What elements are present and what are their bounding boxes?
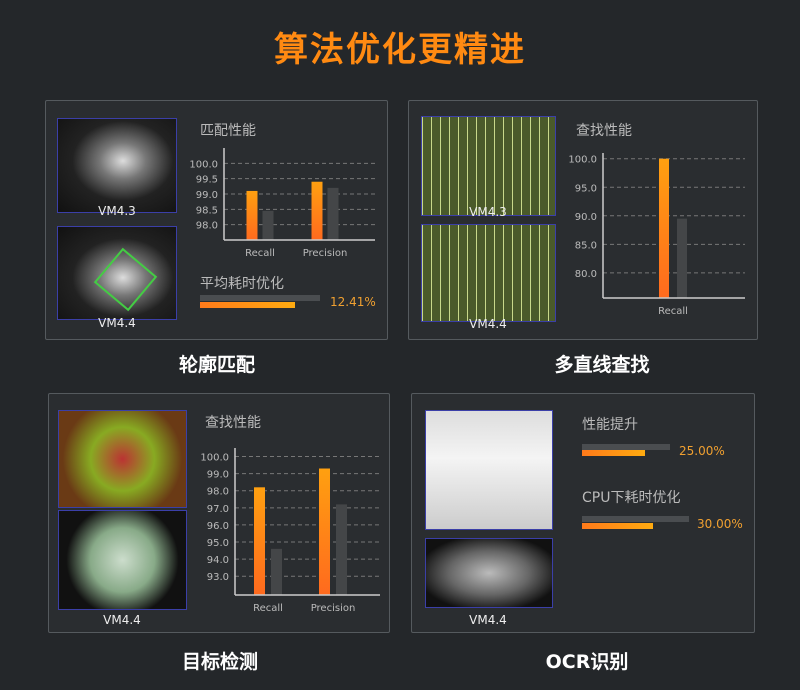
metric-label: CPU下耗时优化 bbox=[582, 490, 681, 506]
metric-fill bbox=[200, 302, 295, 308]
caption: 多直线查找 bbox=[554, 354, 650, 376]
page-title: 算法优化更精进 bbox=[274, 30, 526, 70]
detection-performance-chart: 93.0 94.0 95.0 96.0 97.0 98.0 99.0 100.0 Recall P… bbox=[195, 445, 385, 615]
old-version-bar bbox=[271, 548, 282, 595]
image-vm44-contour bbox=[57, 226, 177, 320]
metric-fill bbox=[582, 450, 646, 456]
matching-performance-chart: 98.0 98.5 99.0 99.5 100.0 Recall Precision bbox=[189, 145, 380, 265]
image-label: VM4.3 bbox=[98, 204, 136, 218]
image-pills bbox=[58, 510, 187, 610]
old-version-bar bbox=[677, 218, 687, 298]
caption: 目标检测 bbox=[181, 651, 258, 673]
y-tick-label: 100.0 bbox=[200, 453, 229, 464]
metric-track bbox=[582, 444, 670, 450]
y-tick-label: 80.0 bbox=[575, 269, 597, 280]
y-tick-label: 100.0 bbox=[190, 159, 218, 170]
y-tick-label: 100.0 bbox=[568, 155, 597, 166]
old-version-bar bbox=[336, 504, 347, 595]
y-tick-label: 98.0 bbox=[196, 221, 218, 232]
y-tick-label: 99.5 bbox=[196, 175, 218, 186]
old-version-bar bbox=[327, 187, 339, 240]
chart-title: 查找性能 bbox=[576, 123, 632, 139]
metric-value: 25.00% bbox=[679, 444, 725, 458]
x-category-label: Precision bbox=[303, 248, 348, 259]
metric-value: 30.00% bbox=[697, 517, 743, 531]
y-tick-label: 96.0 bbox=[207, 521, 229, 532]
caption: OCR识别 bbox=[545, 651, 629, 673]
new-version-bar bbox=[246, 190, 258, 240]
image-vm43-lines bbox=[421, 116, 556, 216]
y-tick-label: 94.0 bbox=[207, 555, 229, 566]
chart-svg: 98.0 98.5 99.0 99.5 100.0 Recall Precision bbox=[189, 148, 375, 259]
y-tick-label: 99.0 bbox=[207, 470, 229, 481]
y-tick-label: 93.0 bbox=[207, 572, 229, 583]
new-version-bar bbox=[659, 158, 669, 298]
caption: 轮廓匹配 bbox=[178, 354, 255, 376]
image-label: VM4.4 bbox=[103, 613, 141, 627]
image-label: VM4.3 bbox=[469, 205, 507, 219]
y-tick-label: 90.0 bbox=[575, 212, 597, 223]
y-tick-label: 99.0 bbox=[196, 190, 218, 201]
metric-fill bbox=[582, 523, 653, 529]
image-label: VM4.4 bbox=[469, 317, 507, 331]
image-vm44-lines bbox=[421, 224, 556, 322]
old-version-bar bbox=[262, 210, 274, 240]
chart-svg: 80.0 85.0 90.0 95.0 100.0 Recall bbox=[568, 153, 745, 317]
y-tick-label: 97.0 bbox=[207, 504, 229, 515]
x-category-label: Recall bbox=[658, 306, 688, 317]
image-label: VM4.4 bbox=[98, 316, 136, 330]
metric-value: 12.41% bbox=[330, 295, 376, 309]
x-category-label: Recall bbox=[253, 603, 283, 614]
x-category-label: Recall bbox=[245, 248, 275, 259]
y-tick-label: 95.0 bbox=[575, 183, 597, 194]
y-tick-label: 85.0 bbox=[575, 240, 597, 251]
metric-track bbox=[200, 295, 320, 301]
metric-track bbox=[582, 516, 689, 522]
image-ocr-part bbox=[425, 538, 553, 608]
new-version-bar bbox=[254, 487, 265, 595]
new-version-bar bbox=[319, 468, 330, 595]
chart-svg: 93.0 94.0 95.0 96.0 97.0 98.0 99.0 100.0 Recall P… bbox=[200, 448, 380, 614]
metric-label: 性能提升 bbox=[582, 417, 638, 433]
y-tick-label: 98.5 bbox=[196, 205, 218, 216]
image-vm43-contour bbox=[57, 118, 177, 213]
x-category-label: Precision bbox=[311, 603, 356, 614]
image-label: VM4.4 bbox=[469, 613, 507, 627]
chart-title: 匹配性能 bbox=[200, 123, 256, 139]
y-tick-label: 98.0 bbox=[207, 487, 229, 498]
image-apples bbox=[58, 410, 187, 508]
find-performance-chart: 80.0 85.0 90.0 95.0 100.0 Recall bbox=[560, 150, 750, 320]
image-ocr-label bbox=[425, 410, 553, 530]
new-version-bar bbox=[311, 181, 323, 240]
metric-label: 平均耗时优化 bbox=[200, 276, 284, 292]
chart-title: 查找性能 bbox=[205, 415, 261, 431]
y-tick-label: 95.0 bbox=[207, 538, 229, 549]
